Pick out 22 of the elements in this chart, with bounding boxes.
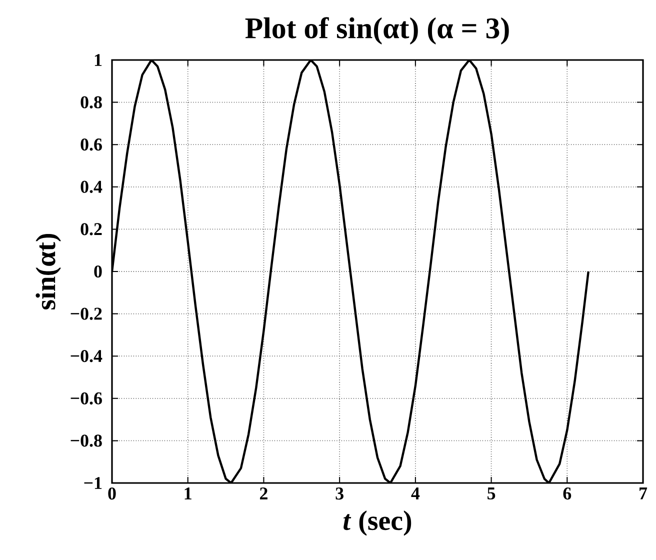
x-tick-label: 4 [411, 488, 420, 500]
y-tick-label: 1 [94, 54, 102, 66]
x-tick-label: 1 [184, 488, 192, 500]
y-tick-label: −0.6 [70, 392, 102, 404]
y-tick-label: 0.2 [80, 223, 102, 236]
y-axis-title: sin(αt) [36, 234, 62, 310]
x-tick-label: 0 [108, 488, 116, 500]
y-tick-label: 0.8 [80, 96, 102, 108]
y-tick-label: −0.4 [70, 350, 102, 362]
x-tick-label: 2 [260, 488, 268, 500]
y-tick-label: 0.4 [80, 180, 102, 193]
y-tick-label: −0.8 [70, 434, 102, 447]
y-tick-label: −0.2 [70, 308, 102, 320]
y-tick-label: 0.6 [80, 138, 102, 151]
x-axis-title: t (sec) [344, 510, 412, 536]
x-tick-label: 7 [640, 488, 648, 500]
y-tick-label: 0 [94, 265, 102, 278]
x-tick-label: 3 [336, 488, 344, 500]
x-tick-label: 6 [563, 488, 572, 500]
y-tick-label: −1 [84, 477, 102, 489]
chart-title: Plot of sin(αt) (α = 3) [245, 17, 509, 44]
x-tick-label: 5 [488, 488, 496, 500]
